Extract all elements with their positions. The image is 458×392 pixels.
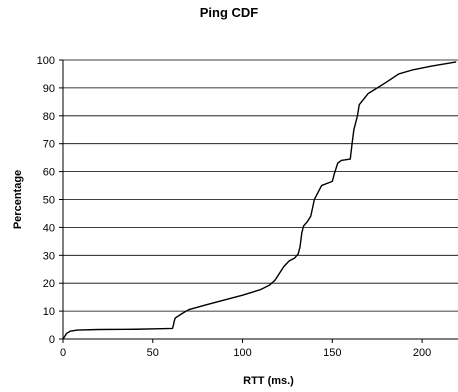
x-tick-label: 200 xyxy=(413,347,431,359)
y-tick-label: 80 xyxy=(43,111,55,123)
y-tick-label: 50 xyxy=(43,195,55,207)
chart-title: Ping CDF xyxy=(199,5,259,20)
y-axis-title: Percentage xyxy=(12,170,24,229)
y-tick-label: 20 xyxy=(43,278,55,290)
grid-layer xyxy=(63,59,458,312)
y-tick-label: 10 xyxy=(43,306,55,318)
ticks-layer: 0 10 20 30 40 50 60 70 80 90 100 0 50 100 150 200 xyxy=(37,55,432,359)
x-axis-title: RTT (ms.) xyxy=(243,375,294,387)
y-tick-label: 40 xyxy=(43,222,55,234)
x-tick-label: 150 xyxy=(323,347,341,359)
y-tick-label: 70 xyxy=(43,139,55,151)
series-layer xyxy=(62,61,457,340)
x-tick-label: 100 xyxy=(233,347,251,359)
y-tick-label: 0 xyxy=(49,334,55,346)
x-tick-label: 50 xyxy=(147,347,159,359)
y-tick-label: 90 xyxy=(43,83,55,95)
y-tick-label: 100 xyxy=(37,55,55,67)
y-tick-label: 30 xyxy=(43,250,55,262)
x-tick-label: 0 xyxy=(60,347,66,359)
cdf-series-line xyxy=(62,61,457,340)
y-tick-label: 60 xyxy=(43,167,55,179)
